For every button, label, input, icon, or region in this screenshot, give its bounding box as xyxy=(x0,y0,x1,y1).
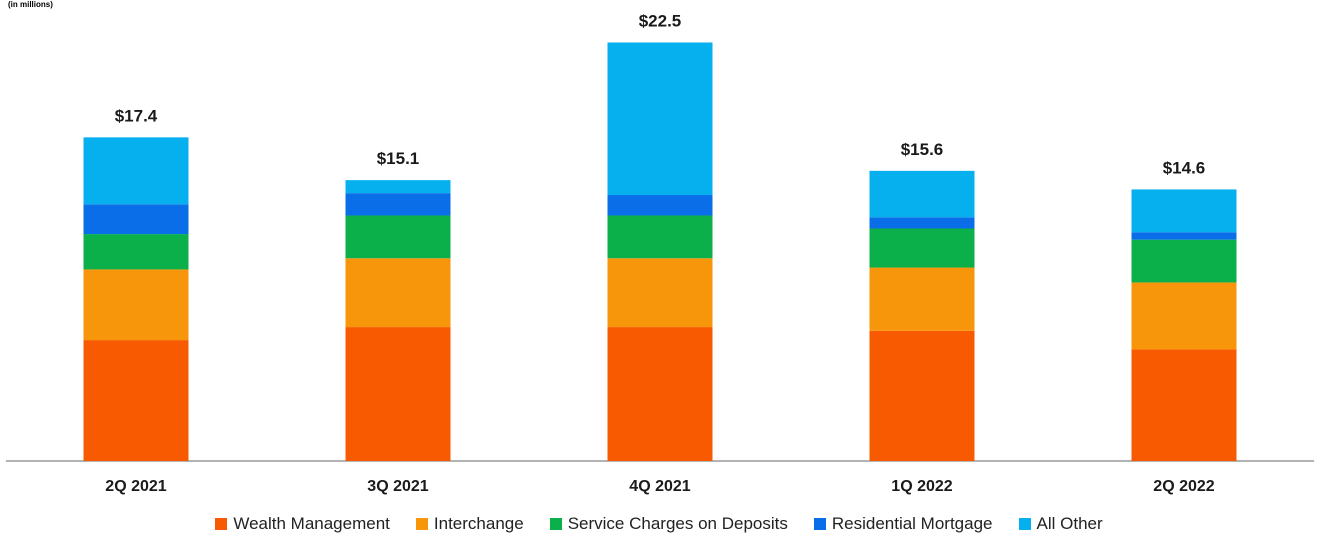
x-tick-label: 1Q 2022 xyxy=(891,478,952,495)
legend-label: Wealth Management xyxy=(233,514,390,533)
legend-swatch xyxy=(813,518,826,530)
bar-total-label: $22.5 xyxy=(639,12,682,31)
legend-swatch xyxy=(1018,518,1031,530)
x-tick-label: 3Q 2021 xyxy=(367,478,428,495)
legend-label: Interchange xyxy=(433,514,524,533)
bar-segment xyxy=(83,137,189,205)
legend-item: Residential Mortgage xyxy=(813,514,993,534)
bar-segment xyxy=(83,234,189,270)
legend-swatch xyxy=(415,518,428,530)
bar-segment xyxy=(345,327,451,461)
bar-segment xyxy=(869,170,975,218)
bar-total-label: $17.4 xyxy=(115,106,158,125)
x-tick-label: 2Q 2022 xyxy=(1153,478,1214,495)
bar-segment xyxy=(607,42,713,196)
bar-segment xyxy=(607,215,713,259)
chart-plot: $17.4 2Q 2021 $15.1 3Q 2021 $22.5 4Q 2021 $15.… xyxy=(6,12,1314,495)
bar-segment xyxy=(345,193,451,216)
legend-item: All Other xyxy=(1018,514,1103,534)
bar-segment xyxy=(607,195,713,216)
legend-swatch xyxy=(215,518,228,530)
bar-segment xyxy=(345,258,451,328)
legend-item: Interchange xyxy=(415,514,524,534)
bar-segment xyxy=(1131,232,1237,240)
bar-segment xyxy=(345,180,451,194)
bar-segment xyxy=(869,330,975,461)
bar-total-label: $14.6 xyxy=(1163,158,1206,177)
bar-segment xyxy=(607,258,713,328)
bar-segment xyxy=(1131,189,1237,233)
unit-note: (in millions) xyxy=(8,0,53,9)
bar-segment xyxy=(869,267,975,331)
legend-swatch xyxy=(549,518,562,530)
bar-segment xyxy=(607,327,713,461)
bar-total-label: $15.6 xyxy=(901,140,944,159)
legend-label: Service Charges on Deposits xyxy=(567,514,788,533)
bar-segment xyxy=(83,204,189,235)
bar-segment xyxy=(1131,282,1237,350)
bar-total-label: $15.1 xyxy=(377,149,420,168)
legend-label: Residential Mortgage xyxy=(831,514,993,533)
bar-segment xyxy=(83,269,189,341)
bar-segment xyxy=(83,340,189,461)
bar-segment xyxy=(1131,349,1237,461)
legend-item: Service Charges on Deposits xyxy=(549,514,788,534)
x-tick-label: 4Q 2021 xyxy=(629,478,690,495)
bar-segment xyxy=(345,215,451,259)
bar-segment xyxy=(1131,239,1237,283)
chart-legend: Wealth Management Interchange Service Char… xyxy=(0,514,1318,534)
bar-segment xyxy=(869,217,975,229)
bar-segment xyxy=(869,228,975,268)
x-tick-label: 2Q 2021 xyxy=(105,478,166,495)
legend-label: All Other xyxy=(1036,514,1103,533)
legend-item: Wealth Management xyxy=(215,514,390,534)
